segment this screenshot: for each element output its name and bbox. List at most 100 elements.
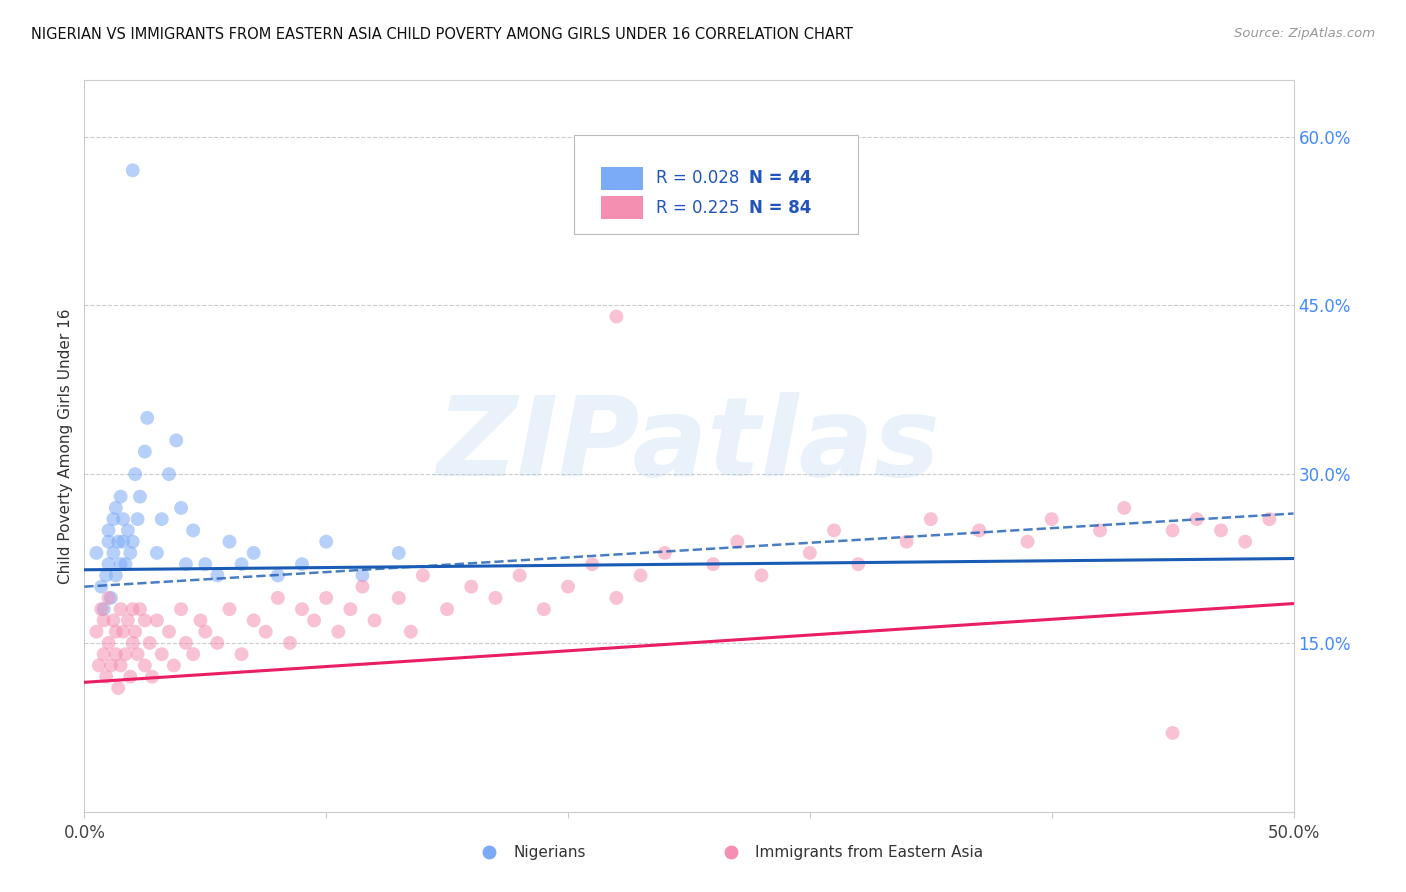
Point — [630, 568, 652, 582]
Point — [121, 602, 143, 616]
Point — [110, 658, 132, 673]
Point — [278, 636, 301, 650]
Point — [170, 500, 193, 515]
Point — [460, 580, 482, 594]
Point — [100, 658, 122, 673]
Point — [846, 557, 869, 571]
Point — [267, 568, 290, 582]
Point — [231, 557, 253, 571]
Point — [163, 658, 186, 673]
Point — [97, 591, 120, 605]
Point — [557, 580, 579, 594]
Point — [138, 636, 160, 650]
Point — [218, 602, 240, 616]
Point — [90, 580, 112, 594]
Point — [150, 512, 173, 526]
Point — [141, 670, 163, 684]
Point — [436, 602, 458, 616]
Point — [87, 658, 110, 673]
Point — [97, 636, 120, 650]
Point — [124, 624, 146, 639]
Point — [181, 524, 204, 538]
Point — [107, 534, 129, 549]
Text: Nigerians: Nigerians — [513, 846, 586, 860]
Point — [129, 602, 152, 616]
Y-axis label: Child Poverty Among Girls Under 16: Child Poverty Among Girls Under 16 — [58, 309, 73, 583]
FancyBboxPatch shape — [574, 135, 858, 234]
Point — [388, 591, 411, 605]
Point — [412, 568, 434, 582]
Point — [110, 557, 132, 571]
Point — [120, 670, 142, 684]
Point — [218, 534, 240, 549]
Point — [134, 658, 156, 673]
Point — [150, 647, 173, 661]
Point — [127, 512, 149, 526]
Point — [121, 163, 143, 178]
Point — [1017, 534, 1039, 549]
Point — [581, 557, 603, 571]
Point — [654, 546, 676, 560]
Point — [104, 568, 127, 582]
Text: N = 44: N = 44 — [749, 169, 811, 187]
Point — [339, 602, 361, 616]
Point — [388, 546, 411, 560]
Point — [170, 602, 193, 616]
Bar — [600, 196, 643, 219]
Point — [823, 524, 845, 538]
Point — [94, 568, 117, 582]
Point — [725, 534, 748, 549]
Point — [751, 568, 773, 582]
Point — [920, 512, 942, 526]
Point — [103, 546, 125, 560]
Point — [129, 490, 152, 504]
Point — [190, 614, 212, 628]
Point — [194, 557, 217, 571]
Point — [93, 602, 115, 616]
Point — [114, 647, 136, 661]
Point — [181, 647, 204, 661]
Point — [1258, 512, 1281, 526]
Text: N = 84: N = 84 — [749, 199, 811, 217]
Point — [124, 467, 146, 482]
Text: NIGERIAN VS IMMIGRANTS FROM EASTERN ASIA CHILD POVERTY AMONG GIRLS UNDER 16 CORR: NIGERIAN VS IMMIGRANTS FROM EASTERN ASIA… — [31, 27, 853, 42]
Text: Source: ZipAtlas.com: Source: ZipAtlas.com — [1234, 27, 1375, 40]
Point — [1161, 524, 1184, 538]
Point — [399, 624, 422, 639]
Point — [207, 568, 229, 582]
Bar — [600, 167, 643, 190]
Point — [104, 500, 127, 515]
Point — [605, 591, 627, 605]
Point — [136, 410, 159, 425]
Point — [107, 681, 129, 695]
Point — [302, 614, 325, 628]
Point — [967, 524, 990, 538]
Point — [112, 624, 135, 639]
Point — [86, 624, 108, 639]
Point — [1088, 524, 1111, 538]
Point — [112, 512, 135, 526]
Point — [103, 512, 125, 526]
Point — [363, 614, 385, 628]
Point — [127, 647, 149, 661]
Point — [702, 557, 724, 571]
Point — [1114, 500, 1136, 515]
Point — [103, 614, 125, 628]
Point — [352, 580, 374, 594]
Point — [97, 557, 120, 571]
Point — [97, 534, 120, 549]
Point — [97, 524, 120, 538]
Point — [90, 602, 112, 616]
Point — [174, 557, 197, 571]
Point — [93, 647, 115, 661]
Point — [291, 557, 314, 571]
Point — [86, 546, 108, 560]
Point — [254, 624, 277, 639]
Point — [93, 614, 115, 628]
Text: ZIPatlas: ZIPatlas — [437, 392, 941, 500]
Point — [117, 524, 139, 538]
Point — [799, 546, 821, 560]
Point — [134, 444, 156, 458]
Point — [267, 591, 290, 605]
Point — [174, 636, 197, 650]
